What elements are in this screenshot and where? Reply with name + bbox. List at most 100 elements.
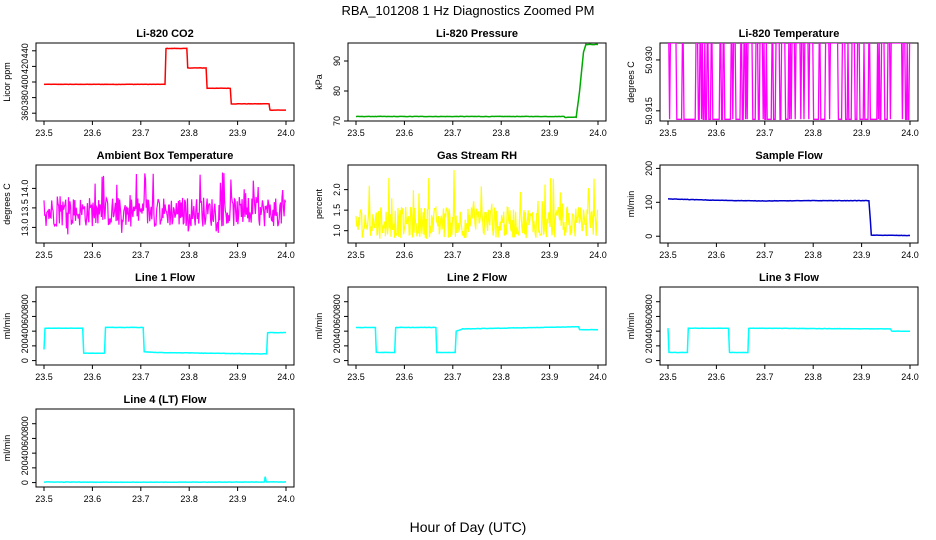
panel-title: Line 2 Flow bbox=[447, 272, 507, 284]
y-tick-label: 800 bbox=[332, 294, 342, 309]
y-tick-label: 200 bbox=[20, 460, 30, 475]
y-tick-label: 1.5 bbox=[332, 204, 342, 217]
series-line bbox=[667, 327, 910, 354]
x-tick-label: 24.0 bbox=[589, 128, 607, 138]
x-tick-label: 23.8 bbox=[180, 250, 198, 260]
y-tick-label: 400 bbox=[20, 324, 30, 339]
x-tick-label: 23.5 bbox=[35, 250, 53, 260]
y-tick-label: 600 bbox=[644, 309, 654, 324]
x-tick-label: 24.0 bbox=[277, 128, 295, 138]
x-tick-label: 23.7 bbox=[756, 128, 774, 138]
series-line bbox=[44, 476, 287, 484]
x-tick-label: 23.8 bbox=[804, 128, 822, 138]
x-tick-label: 23.8 bbox=[180, 372, 198, 382]
series-line bbox=[355, 43, 599, 119]
x-tick-label: 24.0 bbox=[901, 128, 919, 138]
x-tick-label: 23.7 bbox=[756, 250, 774, 260]
y-tick-label: 600 bbox=[20, 431, 30, 446]
y-tick-label: 400 bbox=[332, 324, 342, 339]
panel-title: Li-820 CO2 bbox=[136, 28, 193, 40]
plot-frame bbox=[347, 286, 607, 366]
y-axis-label: degrees C bbox=[626, 61, 636, 103]
x-tick-label: 23.7 bbox=[132, 372, 150, 382]
x-tick-label: 23.9 bbox=[541, 372, 559, 382]
x-tick-label: 23.6 bbox=[708, 128, 726, 138]
y-tick-label: 600 bbox=[20, 309, 30, 324]
panel-2: Li-820 Pressure kPa 23.5 23.6 23.7 23.8 23.9 24… bbox=[314, 28, 607, 138]
x-tick-label: 23.9 bbox=[853, 250, 871, 260]
panel-title: Line 3 Flow bbox=[759, 272, 819, 284]
y-tick-label: 200 bbox=[20, 338, 30, 353]
series-line bbox=[43, 47, 286, 111]
x-tick-label: 23.8 bbox=[492, 128, 510, 138]
x-tick-label: 23.7 bbox=[444, 372, 462, 382]
x-tick-label: 23.7 bbox=[132, 250, 150, 260]
x-tick-label: 23.5 bbox=[659, 128, 677, 138]
y-tick-label: 400 bbox=[644, 324, 654, 339]
y-axis-label: percent bbox=[314, 188, 324, 219]
x-tick-label: 24.0 bbox=[901, 250, 919, 260]
y-tick-label: 13.5 bbox=[20, 199, 30, 217]
x-tick-label: 24.0 bbox=[277, 250, 295, 260]
y-tick-label: 200 bbox=[644, 338, 654, 353]
x-tick-label: 23.9 bbox=[541, 128, 559, 138]
panel-8: Line 2 Flow ml/min 23.5 23.6 23.7 23.8 23.9 24.… bbox=[314, 272, 607, 382]
x-tick-label: 23.6 bbox=[396, 372, 414, 382]
y-tick-label: 420 bbox=[20, 59, 30, 74]
x-tick-label: 23.6 bbox=[396, 250, 414, 260]
y-axis-label: ml/min bbox=[626, 191, 636, 218]
panel-title: Li-820 Temperature bbox=[739, 28, 840, 40]
series-line bbox=[668, 43, 911, 120]
x-tick-label: 23.6 bbox=[396, 128, 414, 138]
x-tick-label: 23.5 bbox=[35, 128, 53, 138]
x-tick-label: 23.6 bbox=[84, 128, 102, 138]
y-axis-label: ml/min bbox=[2, 313, 12, 340]
panel-7: Line 1 Flow ml/min 23.5 23.6 23.7 23.8 23.9 24.… bbox=[2, 272, 295, 382]
y-tick-label: 400 bbox=[20, 74, 30, 89]
y-axis-label: ml/min bbox=[2, 435, 12, 462]
y-tick-label: 400 bbox=[20, 446, 30, 461]
y-tick-label: 90 bbox=[332, 56, 342, 66]
y-tick-label: 440 bbox=[20, 43, 30, 58]
x-tick-label: 24.0 bbox=[589, 250, 607, 260]
x-tick-label: 23.9 bbox=[229, 128, 247, 138]
panels-group: Li-820 CO2 Licor ppm 23.5 23.6 23.7 23.8 23.9 2… bbox=[2, 28, 919, 504]
y-tick-label: 380 bbox=[20, 90, 30, 105]
x-tick-label: 23.5 bbox=[347, 250, 365, 260]
plot-frame bbox=[659, 286, 919, 366]
plot-frame bbox=[35, 286, 295, 366]
y-axis-label: kPa bbox=[314, 74, 324, 90]
x-tick-label: 23.9 bbox=[541, 250, 559, 260]
panel-1: Li-820 CO2 Licor ppm 23.5 23.6 23.7 23.8 23.9 2… bbox=[2, 28, 295, 138]
y-tick-label: 50.930 bbox=[644, 46, 654, 74]
x-tick-label: 23.9 bbox=[229, 250, 247, 260]
series-line bbox=[43, 326, 287, 355]
x-tick-label: 23.8 bbox=[180, 128, 198, 138]
y-tick-label: 0 bbox=[20, 480, 30, 485]
x-tick-label: 23.8 bbox=[804, 250, 822, 260]
x-tick-label: 23.7 bbox=[132, 494, 150, 504]
y-axis-label: ml/min bbox=[314, 313, 324, 340]
series-line bbox=[355, 170, 599, 239]
y-tick-label: 0 bbox=[644, 358, 654, 363]
series-line bbox=[43, 172, 287, 235]
x-tick-label: 24.0 bbox=[589, 372, 607, 382]
y-axis-label: Licor ppm bbox=[2, 62, 12, 102]
panel-3: Li-820 Temperature degrees C 23.5 23.6 23.7 2… bbox=[626, 28, 919, 138]
x-tick-label: 23.6 bbox=[84, 372, 102, 382]
y-tick-label: 80 bbox=[332, 86, 342, 96]
figure-xlabel: Hour of Day (UTC) bbox=[410, 519, 527, 535]
x-tick-label: 24.0 bbox=[277, 372, 295, 382]
series-line bbox=[355, 325, 599, 354]
y-tick-label: 2.0 bbox=[332, 183, 342, 196]
y-tick-label: 360 bbox=[20, 106, 30, 121]
y-tick-label: 14.0 bbox=[20, 180, 30, 198]
x-tick-label: 24.0 bbox=[277, 494, 295, 504]
panel-9: Line 3 Flow ml/min 23.5 23.6 23.7 23.8 23.9 24.… bbox=[626, 272, 919, 382]
y-tick-label: 0 bbox=[20, 358, 30, 363]
y-tick-label: 800 bbox=[644, 294, 654, 309]
x-tick-label: 23.8 bbox=[492, 250, 510, 260]
panel-title: Gas Stream RH bbox=[437, 150, 517, 162]
x-tick-label: 23.5 bbox=[347, 372, 365, 382]
